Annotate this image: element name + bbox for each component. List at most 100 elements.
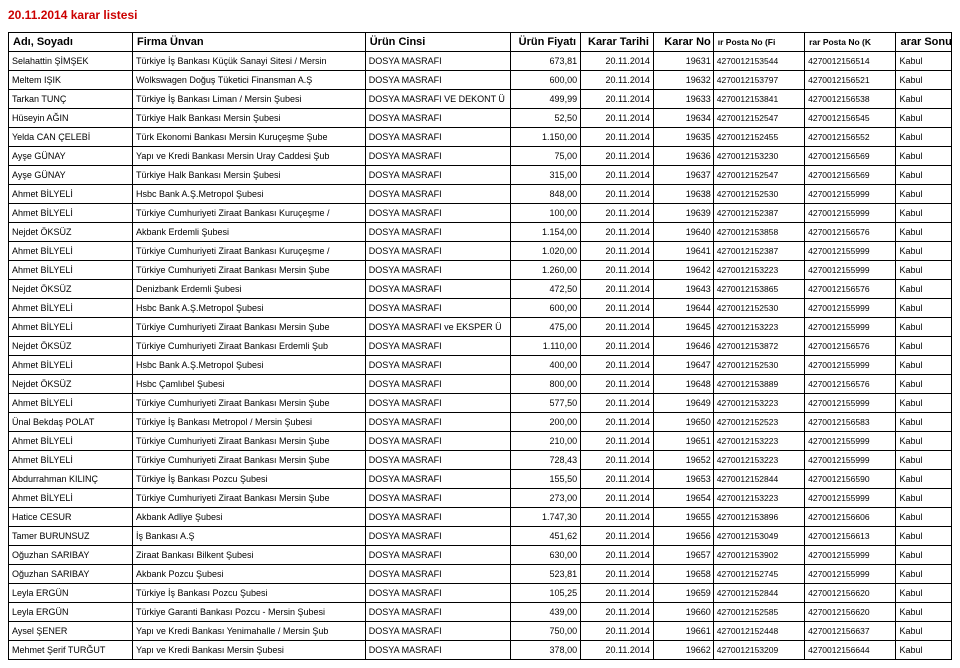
table-cell: Kabul	[896, 299, 952, 318]
table-cell: 19643	[653, 280, 713, 299]
table-cell: Ahmet BİLYELİ	[9, 394, 133, 413]
table-cell: 600,00	[511, 299, 581, 318]
table-cell: 4270012153049	[713, 527, 804, 546]
table-cell: 4270012153896	[713, 508, 804, 527]
table-cell: 20.11.2014	[581, 242, 654, 261]
table-cell: 19654	[653, 489, 713, 508]
table-cell: Ahmet BİLYELİ	[9, 318, 133, 337]
table-cell: 4270012153223	[713, 394, 804, 413]
table-cell: 20.11.2014	[581, 90, 654, 109]
table-cell: 4270012155999	[805, 546, 896, 565]
table-row: Oğuzhan SARIBAYAkbank Pozcu ŞubesiDOSYA …	[9, 565, 952, 584]
table-cell: 200,00	[511, 413, 581, 432]
table-cell: Yelda CAN ÇELEBİ	[9, 128, 133, 147]
table-row: Tamer BURUNSUZİş Bankası A.ŞDOSYA MASRAF…	[9, 527, 952, 546]
table-cell: 4270012156620	[805, 584, 896, 603]
table-cell: 19655	[653, 508, 713, 527]
table-cell: DOSYA MASRAFI	[365, 71, 511, 90]
col-header-firma: Firma Ünvan	[132, 33, 365, 52]
table-cell: 20.11.2014	[581, 128, 654, 147]
table-cell: DOSYA MASRAFI ve EKSPER Ü	[365, 318, 511, 337]
col-header-no: Karar No	[653, 33, 713, 52]
table-cell: DOSYA MASRAFI	[365, 641, 511, 660]
table-cell: 848,00	[511, 185, 581, 204]
table-cell: 100,00	[511, 204, 581, 223]
col-header-tarih: Karar Tarihi	[581, 33, 654, 52]
table-cell: Hsbc Bank A.Ş.Metropol Şubesi	[132, 299, 365, 318]
table-cell: Kabul	[896, 318, 952, 337]
table-cell: 19644	[653, 299, 713, 318]
table-cell: DOSYA MASRAFI	[365, 527, 511, 546]
table-cell: 4270012156644	[805, 641, 896, 660]
table-cell: 4270012152530	[713, 185, 804, 204]
table-cell: 19648	[653, 375, 713, 394]
table-cell: 20.11.2014	[581, 508, 654, 527]
table-cell: 19657	[653, 546, 713, 565]
table-cell: 1.154,00	[511, 223, 581, 242]
table-cell: 19647	[653, 356, 713, 375]
table-cell: 19636	[653, 147, 713, 166]
table-cell: 19640	[653, 223, 713, 242]
table-cell: Kabul	[896, 413, 952, 432]
table-cell: DOSYA MASRAFI	[365, 261, 511, 280]
table-cell: 19634	[653, 109, 713, 128]
table-cell: 4270012153544	[713, 52, 804, 71]
table-cell: Kabul	[896, 508, 952, 527]
table-cell: 728,43	[511, 451, 581, 470]
table-cell: Kabul	[896, 622, 952, 641]
table-cell: Kabul	[896, 166, 952, 185]
table-cell: 19637	[653, 166, 713, 185]
table-cell: 1.747,30	[511, 508, 581, 527]
table-cell: Selahattin ŞİMŞEK	[9, 52, 133, 71]
table-cell: 800,00	[511, 375, 581, 394]
table-cell: DOSYA MASRAFI	[365, 280, 511, 299]
table-cell: Yapı ve Kredi Bankası Mersin Şubesi	[132, 641, 365, 660]
table-cell: Hsbc Bank A.Ş.Metropol Şubesi	[132, 185, 365, 204]
table-cell: 4270012156576	[805, 280, 896, 299]
table-cell: 4270012152530	[713, 299, 804, 318]
table-cell: 4270012152448	[713, 622, 804, 641]
table-row: Oğuzhan SARIBAYZiraat Bankası Bilkent Şu…	[9, 546, 952, 565]
table-cell: Ahmet BİLYELİ	[9, 299, 133, 318]
table-cell: 20.11.2014	[581, 451, 654, 470]
table-cell: 4270012155999	[805, 318, 896, 337]
table-cell: Kabul	[896, 527, 952, 546]
table-row: Ahmet BİLYELİTürkiye Cumhuriyeti Ziraat …	[9, 394, 952, 413]
table-cell: Kabul	[896, 470, 952, 489]
col-header-ad: Adı, Soyadı	[9, 33, 133, 52]
table-cell: Ahmet BİLYELİ	[9, 261, 133, 280]
table-cell: Türkiye Cumhuriyeti Ziraat Bankası Mersi…	[132, 432, 365, 451]
page-title: 20.11.2014 karar listesi	[8, 8, 952, 22]
table-cell: Leyla ERGÜN	[9, 603, 133, 622]
table-cell: DOSYA MASRAFI VE DEKONT Ü	[365, 90, 511, 109]
table-cell: Ziraat Bankası Bilkent Şubesi	[132, 546, 365, 565]
table-cell: 19645	[653, 318, 713, 337]
table-cell: Akbank Pozcu Şubesi	[132, 565, 365, 584]
table-cell: 20.11.2014	[581, 71, 654, 90]
table-cell: DOSYA MASRAFI	[365, 223, 511, 242]
table-row: Ayşe GÜNAYTürkiye Halk Bankası Mersin Şu…	[9, 166, 952, 185]
table-row: Nejdet ÖKSÜZDenizbank Erdemli ŞubesiDOSY…	[9, 280, 952, 299]
table-cell: Akbank Erdemli Şubesi	[132, 223, 365, 242]
table-cell: Kabul	[896, 356, 952, 375]
table-cell: Ayşe GÜNAY	[9, 147, 133, 166]
table-cell: 1.110,00	[511, 337, 581, 356]
table-cell: Kabul	[896, 128, 952, 147]
table-cell: 20.11.2014	[581, 489, 654, 508]
table-cell: 20.11.2014	[581, 299, 654, 318]
table-row: Ünal Bekdaş POLATTürkiye İş Bankası Metr…	[9, 413, 952, 432]
table-cell: 472,50	[511, 280, 581, 299]
col-header-urun: Ürün Cinsi	[365, 33, 511, 52]
table-cell: 4270012155999	[805, 299, 896, 318]
table-cell: 577,50	[511, 394, 581, 413]
table-cell: Kabul	[896, 109, 952, 128]
table-row: Nejdet ÖKSÜZHsbc Çamlıbel ŞubesiDOSYA MA…	[9, 375, 952, 394]
table-cell: Nejdet ÖKSÜZ	[9, 375, 133, 394]
table-cell: Ahmet BİLYELİ	[9, 185, 133, 204]
table-cell: Ahmet BİLYELİ	[9, 489, 133, 508]
table-row: Yelda CAN ÇELEBİTürk Ekonomi Bankası Mer…	[9, 128, 952, 147]
table-cell: DOSYA MASRAFI	[365, 546, 511, 565]
table-cell: Meltem IŞIK	[9, 71, 133, 90]
table-cell: İş Bankası A.Ş	[132, 527, 365, 546]
table-cell: 4270012152523	[713, 413, 804, 432]
